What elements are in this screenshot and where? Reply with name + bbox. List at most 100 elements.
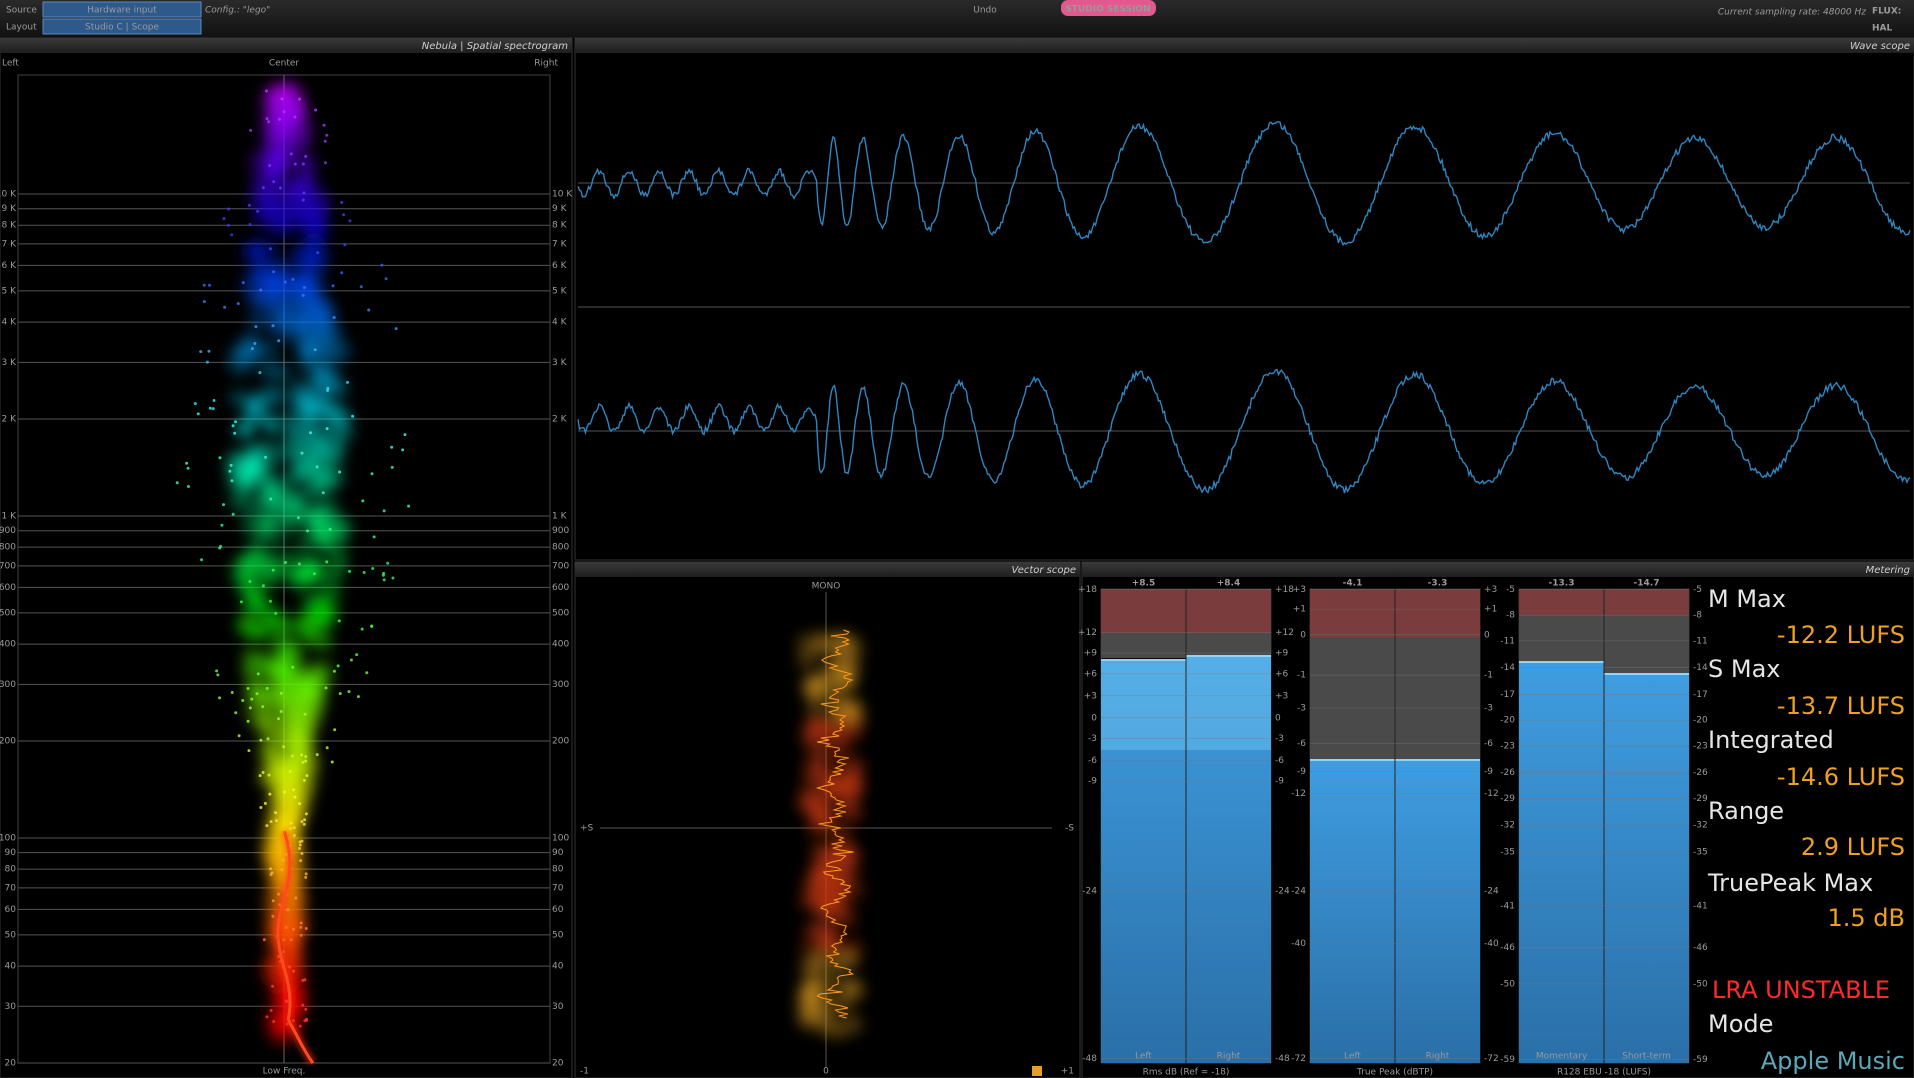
meter-fill-hi: [1186, 656, 1271, 750]
nebula-dot: [230, 233, 234, 237]
nebula-dot: [303, 978, 307, 982]
nebula-dot: [304, 154, 308, 158]
nebula-dot: [351, 414, 355, 418]
nebula-blob: [331, 379, 349, 397]
nebula-blob: [312, 567, 328, 583]
session-badge[interactable]: [1061, 0, 1156, 16]
meter-scale-left: -6: [1297, 739, 1306, 749]
meter-peak-value: -14.7: [1634, 579, 1660, 589]
freq-label-left: 800: [0, 543, 16, 553]
meter-peak-value: -4.1: [1343, 579, 1363, 589]
nebula-dot: [300, 451, 304, 455]
nebula-dot: [239, 600, 243, 604]
nebula-dot: [256, 672, 260, 676]
nebula-dot: [271, 568, 275, 572]
nebula-dot: [407, 504, 411, 508]
nebula-blob: [290, 391, 315, 416]
meter-scale-left: +9: [1084, 649, 1098, 659]
nebula-dot: [306, 529, 310, 533]
nebula-dot: [304, 875, 308, 879]
nebula-dot: [328, 527, 332, 531]
meter-scale-left: -48: [1082, 1054, 1097, 1064]
layout-select[interactable]: [42, 18, 202, 35]
nebula-dot: [336, 664, 340, 668]
readout-value: -13.7 LUFS: [1777, 692, 1905, 720]
nebula-dot: [298, 840, 302, 844]
vector-blob: [810, 949, 831, 970]
nebula-dot: [347, 690, 351, 694]
nebula-dot: [272, 270, 276, 274]
nebula-dot: [282, 858, 286, 862]
freq-label-left: 50: [5, 930, 17, 940]
nebula-dot: [304, 1007, 308, 1011]
nebula-dot: [279, 691, 283, 695]
vector-blob: [801, 980, 822, 1001]
freq-label-right: 200: [552, 737, 569, 747]
nebula-dot: [300, 753, 304, 757]
vector-blob: [842, 1014, 863, 1035]
nebula-dot: [231, 512, 235, 516]
wave-panel-title: Wave scope: [1850, 41, 1910, 52]
nebula-dot: [215, 669, 219, 673]
freq-label-right: 70: [552, 883, 564, 893]
nebula-blob: [292, 614, 319, 641]
undo-button: Undo: [973, 6, 997, 16]
nebula-dot: [303, 818, 307, 822]
nebula-dot: [301, 1003, 305, 1007]
nebula-dot: [299, 859, 303, 863]
source-select[interactable]: [42, 1, 202, 18]
nebula-blob: [263, 342, 280, 358]
nebula-dot: [302, 822, 306, 826]
meter-scale-left: -11: [1500, 636, 1515, 646]
nebula-blob: [281, 99, 306, 124]
meter-scale-right: +3: [1275, 691, 1288, 701]
freq-label-left: 6 K: [2, 261, 18, 271]
freq-label-right: 80: [552, 865, 564, 875]
nebula-blob: [258, 286, 277, 305]
left-label: Left: [2, 59, 19, 69]
freq-label-right: 90: [552, 848, 564, 858]
nebula-dot: [384, 277, 388, 281]
freq-label-left: 400: [0, 640, 16, 650]
nebula-dot: [333, 728, 337, 732]
nebula-dot: [265, 824, 269, 828]
nebula-dot: [261, 584, 265, 588]
nebula-blob: [248, 265, 264, 281]
meter-scale-left: +18: [1078, 585, 1097, 595]
vector-panel-header: [575, 562, 1080, 577]
meter-peak-zone: [1395, 637, 1480, 760]
nebula-dot: [293, 115, 297, 119]
meter-scale-right: -72: [1484, 1054, 1499, 1064]
meter-scale-right: -29: [1693, 794, 1708, 804]
nebula-dot: [325, 133, 329, 137]
nebula-dot: [321, 491, 325, 495]
meter-scale-right: -59: [1693, 1055, 1708, 1065]
nebula-dot: [394, 327, 398, 331]
nebula-dot: [302, 778, 306, 782]
nebula-blob: [237, 458, 265, 487]
nebula-dot: [277, 339, 281, 343]
nebula-dot: [297, 562, 301, 566]
nebula-dot: [324, 686, 328, 690]
meter-fill: [1310, 760, 1395, 1063]
readout-label: TruePeak Max: [1707, 869, 1873, 897]
nebula-dot: [274, 611, 278, 615]
freq-label-left: 90: [5, 848, 17, 858]
nebula-blob: [300, 259, 315, 275]
nebula-dot: [304, 1018, 308, 1022]
nebula-dot: [349, 658, 353, 662]
meter-scale-right: -8: [1693, 611, 1702, 621]
nebula-dot: [259, 805, 263, 809]
nebula-blob: [244, 392, 265, 413]
mode-label: Mode: [1708, 1010, 1773, 1038]
bottom-left-label: -1: [580, 1067, 589, 1077]
nebula-dot: [325, 560, 329, 564]
nebula-dot: [301, 162, 305, 166]
nebula-dot: [266, 737, 270, 741]
meter-scale-left: -40: [1291, 939, 1306, 949]
nebula-dot: [359, 285, 363, 289]
nebula-dot: [291, 665, 295, 669]
nebula-dot: [261, 186, 265, 190]
readout-label: Range: [1708, 797, 1784, 825]
vector-blob: [844, 705, 865, 726]
